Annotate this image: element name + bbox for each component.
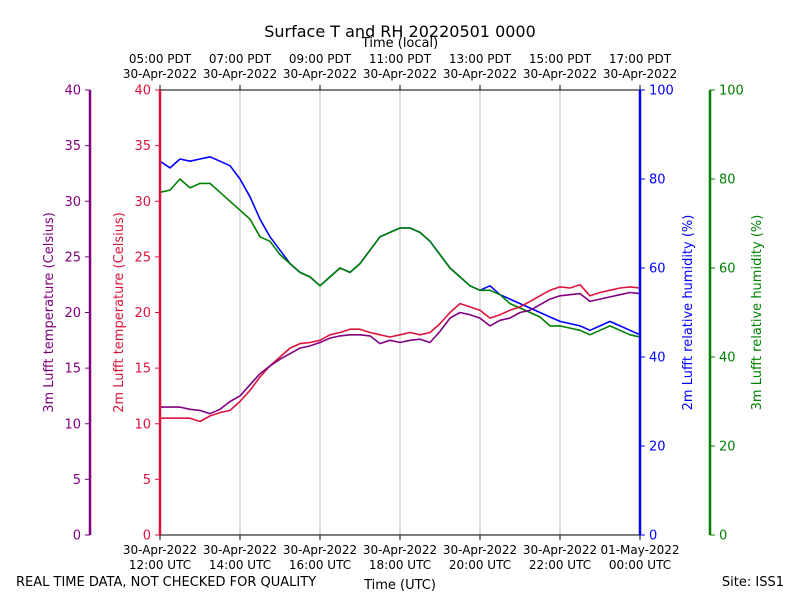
- axis-tick-label-t3: 20: [64, 306, 81, 321]
- x-top-tick-label-time: 15:00 PDT: [529, 52, 592, 66]
- axes-layer: 0 5 10 15 20 25 30 35 40 3m Lufft temperature (Ce…: [42, 84, 765, 544]
- series-line-rh3: [159, 178, 641, 338]
- series-layer: [159, 156, 641, 423]
- x-top-tick-label-date: 30-Apr-2022: [203, 67, 277, 81]
- x-top-axis-title: Time (local): [361, 36, 438, 51]
- x-bottom-tick-label-time: 20:00 UTC: [449, 558, 511, 572]
- x-bottom-tick-label-time: 22:00 UTC: [529, 558, 591, 572]
- x-bottom-tick-label-date: 01-May-2022: [600, 543, 679, 557]
- series-line-t2: [160, 283, 641, 423]
- x-top-tick-label-date: 30-Apr-2022: [603, 67, 677, 81]
- axis-tick-label-t3: 0: [73, 529, 81, 544]
- axis-title-t2: 2m Lufft temperature (Celsius): [112, 212, 127, 413]
- site-label: Site: ISS1: [721, 575, 784, 590]
- x-bottom-tick-label-date: 30-Apr-2022: [523, 543, 597, 557]
- axis-tick-label-rh3: 60: [719, 262, 736, 277]
- x-top-tick-label-time: 07:00 PDT: [209, 52, 272, 66]
- x-top-tick-label-time: 09:00 PDT: [289, 52, 352, 66]
- axis-tick-label-t2: 35: [134, 139, 151, 154]
- x-top-tick-label-date: 30-Apr-2022: [523, 67, 597, 81]
- axis-tick-label-t2: 20: [134, 306, 151, 321]
- chart-title: Surface T and RH 20220501 0000: [264, 22, 536, 41]
- axis-tick-label-rh2: 100: [649, 84, 674, 99]
- x-top-tick-label-date: 30-Apr-2022: [283, 67, 357, 81]
- axis-tick-label-t3: 30: [64, 195, 81, 210]
- x-bottom-tick-label-time: 18:00 UTC: [369, 558, 431, 572]
- axis-tick-label-t3: 25: [64, 250, 81, 265]
- axis-tick-label-t2: 10: [134, 417, 151, 432]
- axis-tick-label-rh2: 20: [649, 440, 666, 455]
- vertical-grid: [239, 90, 561, 535]
- x-top-tick-label-time: 17:00 PDT: [609, 52, 672, 66]
- x-top-tick-label-time: 05:00 PDT: [129, 52, 192, 66]
- axis-tick-label-rh2: 40: [649, 351, 666, 366]
- axis-tick-label-t3: 5: [73, 473, 81, 488]
- axis-tick-label-t2: 15: [134, 362, 151, 377]
- axis-tick-label-rh3: 40: [719, 351, 736, 366]
- axis-tick-label-rh2: 60: [649, 262, 666, 277]
- quality-disclaimer: REAL TIME DATA, NOT CHECKED FOR QUALITY: [16, 575, 317, 590]
- axis-tick-label-t3: 40: [64, 84, 81, 99]
- axis-title-rh2: 2m Lufft relative humidity (%): [681, 215, 696, 411]
- x-top-tick-label-time: 13:00 PDT: [449, 52, 512, 66]
- x-bottom-tick-label-time: 12:00 UTC: [129, 558, 191, 572]
- x-bottom-tick-label-date: 30-Apr-2022: [123, 543, 197, 557]
- series-line-t3: [160, 291, 641, 415]
- axis-tick-label-t2: 30: [134, 195, 151, 210]
- axis-tick-label-t3: 15: [64, 362, 81, 377]
- axis-tick-label-rh3: 80: [719, 173, 736, 188]
- x-bottom-tick-label-date: 30-Apr-2022: [363, 543, 437, 557]
- x-bottom-tick-label-date: 30-Apr-2022: [443, 543, 517, 557]
- axis-tick-label-t3: 35: [64, 139, 81, 154]
- x-bottom-axis-title: Time (UTC): [363, 578, 436, 593]
- x-top-tick-label-date: 30-Apr-2022: [363, 67, 437, 81]
- axis-title-t3: 3m Lufft temperature (Celsius): [42, 212, 57, 413]
- x-bottom-tick-label-date: 30-Apr-2022: [283, 543, 357, 557]
- axis-tick-label-rh3: 0: [719, 529, 727, 544]
- x-top-tick-label-date: 30-Apr-2022: [443, 67, 517, 81]
- axis-tick-label-rh2: 80: [649, 173, 666, 188]
- axis-title-rh3: 3m Lufft relative humidity (%): [750, 215, 765, 411]
- axis-tick-label-t3: 10: [64, 417, 81, 432]
- axis-tick-label-rh3: 100: [719, 84, 744, 99]
- x-bottom-tick-label-date: 30-Apr-2022: [203, 543, 277, 557]
- axis-tick-label-t2: 40: [134, 84, 151, 99]
- axis-tick-label-rh3: 20: [719, 440, 736, 455]
- x-top-tick-label-time: 11:00 PDT: [369, 52, 432, 66]
- x-top-tick-label-date: 30-Apr-2022: [123, 67, 197, 81]
- x-bottom-tick-label-time: 00:00 UTC: [609, 558, 671, 572]
- axis-tick-label-t2: 25: [134, 250, 151, 265]
- axis-tick-label-t2: 5: [143, 473, 151, 488]
- axis-tick-label-rh2: 0: [649, 529, 657, 544]
- x-bottom-tick-label-time: 16:00 UTC: [289, 558, 351, 572]
- x-bottom-tick-label-time: 14:00 UTC: [209, 558, 271, 572]
- axis-tick-label-t2: 0: [143, 529, 151, 544]
